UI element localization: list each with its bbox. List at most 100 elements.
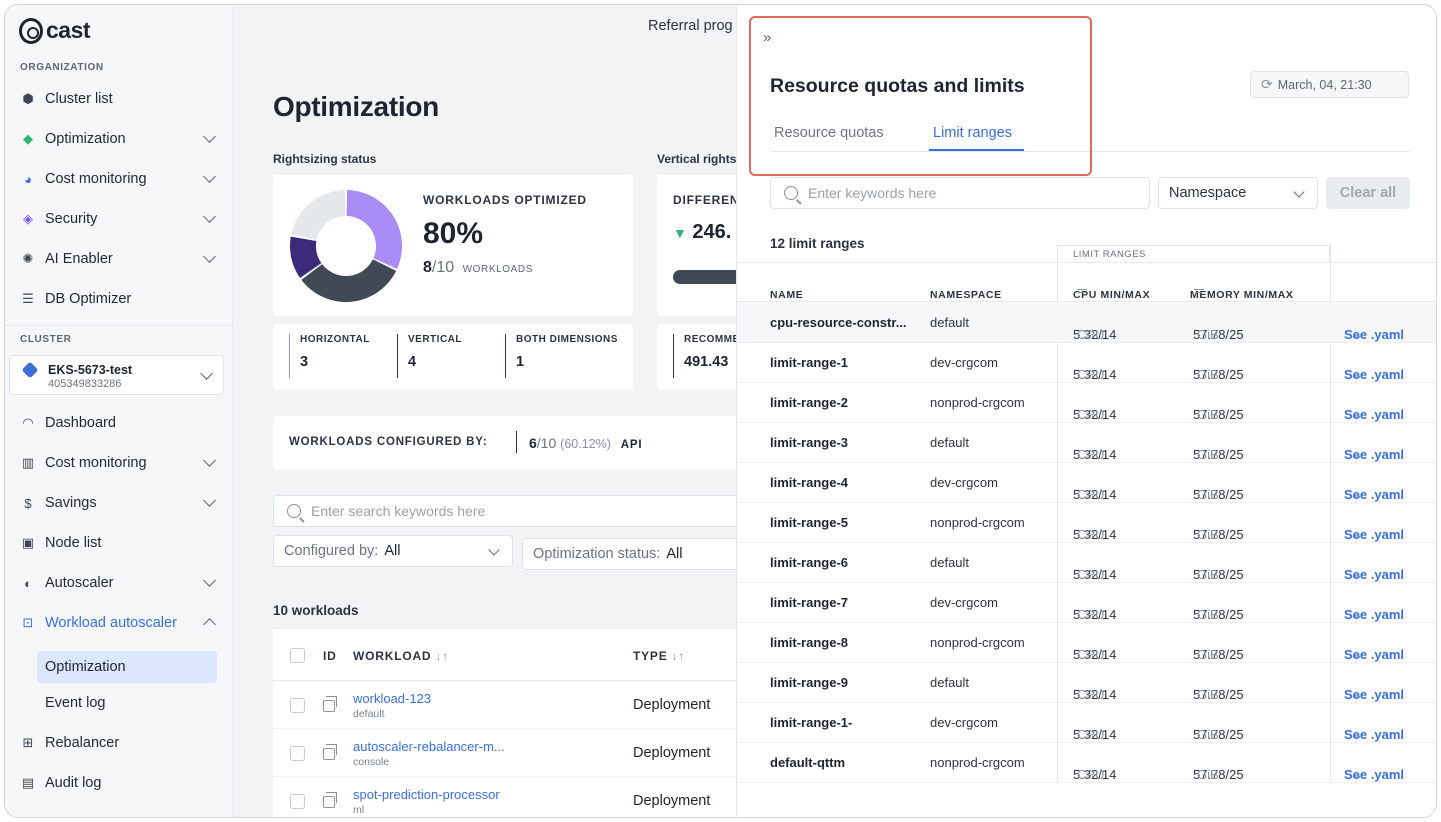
workloads-unit: WORKLOADS xyxy=(462,264,534,275)
referral-link[interactable]: Referral prog xyxy=(648,18,733,34)
cluster-id: 405349833286 xyxy=(48,378,122,390)
sidebar-subitem-label: Event log xyxy=(45,695,106,711)
sidebar-item-cluster-list[interactable]: ⬢ Cluster list xyxy=(20,85,220,113)
tab-resource-quotas[interactable]: Resource quotas xyxy=(774,125,884,141)
table-row[interactable]: limit-range-1 dev-crgcom 5.32/14 CPU 57.78/2… xyxy=(737,343,1436,383)
cluster-label: CLUSTER xyxy=(20,334,72,345)
refresh-icon: ⟳ xyxy=(1261,76,1273,92)
optimization-donut-chart xyxy=(290,190,402,302)
sidebar-item-workload-autoscaler[interactable]: ⊡ Workload autoscaler xyxy=(20,609,220,637)
pie-icon: ◕ xyxy=(24,171,32,187)
cpu-unit: CPU xyxy=(1077,447,1105,462)
copy-icon[interactable] xyxy=(323,792,337,808)
table-row[interactable]: cpu-resource-constr... default 5.32/14 CPU 5… xyxy=(737,303,1436,343)
sort-icon: ↓↑ xyxy=(435,649,449,663)
table-row[interactable]: limit-range-9 default 5.32/14 CPU 57.78/25 Gi… xyxy=(737,663,1436,703)
arrow-right-icon: → xyxy=(1350,327,1363,342)
sidebar: cast ORGANIZATION ⬢ Cluster list ◆ Optim… xyxy=(5,5,233,817)
table-row[interactable]: limit-range-8 nonprod-crgcom 5.32/14 CPU 57.… xyxy=(737,623,1436,663)
search-placeholder: Enter keywords here xyxy=(808,185,937,201)
limit-range-name: limit-range-5 xyxy=(770,515,849,530)
arrow-right-icon: → xyxy=(1350,487,1363,502)
table-row[interactable]: limit-range-1- dev-crgcom 5.32/14 CPU 57.78/… xyxy=(737,703,1436,743)
sidebar-item-optimization[interactable]: ◆ Optimization xyxy=(20,125,220,153)
sort-icon: ↓↑ xyxy=(774,289,786,301)
sidebar-item-ai-enabler[interactable]: ✺ AI Enabler xyxy=(20,245,220,273)
workload-type: Deployment xyxy=(633,793,711,809)
sidebar-item-cost-monitoring-cluster[interactable]: ▥ Cost monitoring xyxy=(20,449,220,477)
table-row[interactable]: default-qttm nonprod-crgcom 5.32/14 CPU 57.7… xyxy=(737,743,1436,783)
stat-label: BOTH DIMENSIONS xyxy=(516,334,618,345)
refresh-date-button[interactable]: ⟳ March, 04, 21:30 xyxy=(1250,71,1409,98)
sidebar-item-audit-log[interactable]: ▤ Audit log xyxy=(20,769,220,797)
memory-value: 57.78/25 xyxy=(1193,567,1244,582)
cluster-selector[interactable]: EKS-5673-test 405349833286 xyxy=(9,355,224,395)
limit-range-name: limit-range-9 xyxy=(770,675,849,690)
workload-search[interactable]: Enter search keywords here xyxy=(273,495,753,527)
cpu-value: 5.32/14 xyxy=(1073,447,1117,462)
cpu-unit: CPU xyxy=(1077,567,1105,582)
cpu-value: 5.32/14 xyxy=(1073,367,1117,382)
cpu-unit: CPU xyxy=(1077,487,1105,502)
table-row[interactable]: limit-range-6 default 5.32/14 CPU 57.78/25 Gi… xyxy=(737,543,1436,583)
column-header-type[interactable]: TYPE ↓↑ xyxy=(633,649,685,663)
table-row[interactable]: spot-prediction-processor ml Deployment xyxy=(273,777,753,817)
workload-namespace: ml xyxy=(353,804,365,816)
table-row[interactable]: workload-123 default Deployment xyxy=(273,681,753,729)
copy-icon[interactable] xyxy=(323,744,337,760)
difference-value: ▼ 246. xyxy=(673,221,731,244)
sidebar-item-db-optimizer[interactable]: ☰ DB Optimizer xyxy=(20,285,220,313)
configured-by-filter[interactable]: Configured by: All xyxy=(273,535,513,567)
clear-all-button[interactable]: Clear all xyxy=(1326,177,1410,209)
configured-by-value: API xyxy=(620,439,643,451)
workload-name-link[interactable]: autoscaler-rebalancer-m... xyxy=(353,739,505,754)
table-row[interactable]: limit-range-2 nonprod-crgcom 5.32/14 CPU 57.… xyxy=(737,383,1436,423)
table-row[interactable]: limit-range-5 nonprod-crgcom 5.32/14 CPU 57.… xyxy=(737,503,1436,543)
tab-limit-ranges[interactable]: Limit ranges xyxy=(933,125,1012,141)
memory-unit: GiB xyxy=(1197,407,1219,422)
difference-bar xyxy=(673,270,753,284)
column-header-id[interactable]: ID xyxy=(323,649,337,663)
limit-range-search[interactable]: Enter keywords here xyxy=(770,177,1150,209)
sidebar-item-autoscaler[interactable]: ◐ Autoscaler xyxy=(20,569,220,597)
sidebar-item-security[interactable]: ◈ Security xyxy=(20,205,220,233)
sidebar-item-savings[interactable]: $ Savings xyxy=(20,489,220,517)
sidebar-item-node-list[interactable]: ▣ Node list xyxy=(20,529,220,557)
sidebar-item-rebalancer[interactable]: ⊞ Rebalancer xyxy=(20,729,220,757)
arrow-right-icon: → xyxy=(1350,687,1363,702)
table-row[interactable]: limit-range-3 default 5.32/14 CPU 57.78/25 Gi… xyxy=(737,423,1436,463)
table-row[interactable]: limit-range-7 dev-crgcom 5.32/14 CPU 57.78/2… xyxy=(737,583,1436,623)
memory-value: 57.78/25 xyxy=(1193,527,1244,542)
select-all-checkbox[interactable] xyxy=(290,648,305,663)
row-checkbox[interactable] xyxy=(290,698,305,713)
sidebar-subitem-event-log[interactable]: Event log xyxy=(37,687,217,719)
column-divider xyxy=(1057,245,1058,782)
sidebar-item-dashboard[interactable]: ◠ Dashboard xyxy=(20,409,220,437)
cast-logo[interactable]: cast xyxy=(19,17,91,44)
cpu-unit: CPU xyxy=(1077,407,1105,422)
cpu-unit: CPU xyxy=(1077,767,1105,782)
collapse-drawer-icon[interactable]: » xyxy=(763,29,772,46)
workload-name-link[interactable]: spot-prediction-processor xyxy=(353,787,500,802)
copy-icon[interactable] xyxy=(323,696,337,712)
workload-name-link[interactable]: workload-123 xyxy=(353,691,432,706)
sidebar-item-cost-monitoring[interactable]: ◕ Cost monitoring xyxy=(20,165,220,193)
sidebar-subitem-optimization[interactable]: Optimization xyxy=(37,651,217,683)
stats-card: HORIZONTAL 3 VERTICAL 4 BOTH DIMENSIONS … xyxy=(273,324,633,390)
see-yaml-label: See .yaml xyxy=(1344,607,1404,622)
memory-unit: GiB xyxy=(1197,487,1219,502)
memory-value: 57.78/25 xyxy=(1193,367,1244,382)
table-row[interactable]: autoscaler-rebalancer-m... console Deplo… xyxy=(273,729,753,777)
row-checkbox[interactable] xyxy=(290,794,305,809)
workloads-optimized-card: WORKLOADS OPTIMIZED 80% 8/10 WORKLOADS xyxy=(273,175,633,316)
column-header-workload[interactable]: WORKLOAD ↓↑ xyxy=(353,649,449,663)
dollar-icon: $ xyxy=(24,495,32,511)
namespace-filter[interactable]: Namespace xyxy=(1158,177,1318,209)
limit-range-namespace: nonprod-crgcom xyxy=(930,395,1025,410)
table-row[interactable]: limit-range-4 dev-crgcom 5.32/14 CPU 57.78/2… xyxy=(737,463,1436,503)
cpu-value: 5.32/14 xyxy=(1073,687,1117,702)
sidebar-item-label: DB Optimizer xyxy=(45,291,132,307)
row-checkbox[interactable] xyxy=(290,746,305,761)
workloads-fraction: 8/10 WORKLOADS xyxy=(423,259,533,277)
optimization-status-filter[interactable]: Optimization status: All xyxy=(522,538,753,570)
